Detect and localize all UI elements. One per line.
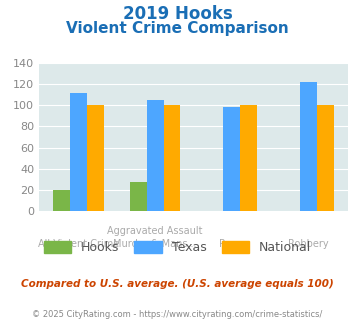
- Legend: Hooks, Texas, National: Hooks, Texas, National: [44, 241, 311, 254]
- Bar: [130, 182, 147, 211]
- Text: Rape: Rape: [219, 239, 244, 249]
- Text: Violent Crime Comparison: Violent Crime Comparison: [66, 21, 289, 36]
- Text: © 2025 CityRating.com - https://www.cityrating.com/crime-statistics/: © 2025 CityRating.com - https://www.city…: [32, 310, 323, 319]
- Text: Murder & Mans...: Murder & Mans...: [113, 239, 197, 249]
- Bar: [317, 105, 334, 211]
- Bar: [70, 93, 87, 211]
- Text: 2019 Hooks: 2019 Hooks: [122, 5, 233, 23]
- Text: All Violent Crime: All Violent Crime: [38, 239, 119, 249]
- Text: Compared to U.S. average. (U.S. average equals 100): Compared to U.S. average. (U.S. average …: [21, 279, 334, 289]
- Text: Robbery: Robbery: [288, 239, 329, 249]
- Bar: [300, 82, 317, 211]
- Bar: [240, 105, 257, 211]
- Text: Aggravated Assault: Aggravated Assault: [107, 226, 203, 236]
- Bar: [53, 190, 70, 211]
- Bar: [147, 100, 164, 211]
- Bar: [87, 105, 104, 211]
- Bar: [223, 107, 240, 211]
- Bar: [164, 105, 180, 211]
